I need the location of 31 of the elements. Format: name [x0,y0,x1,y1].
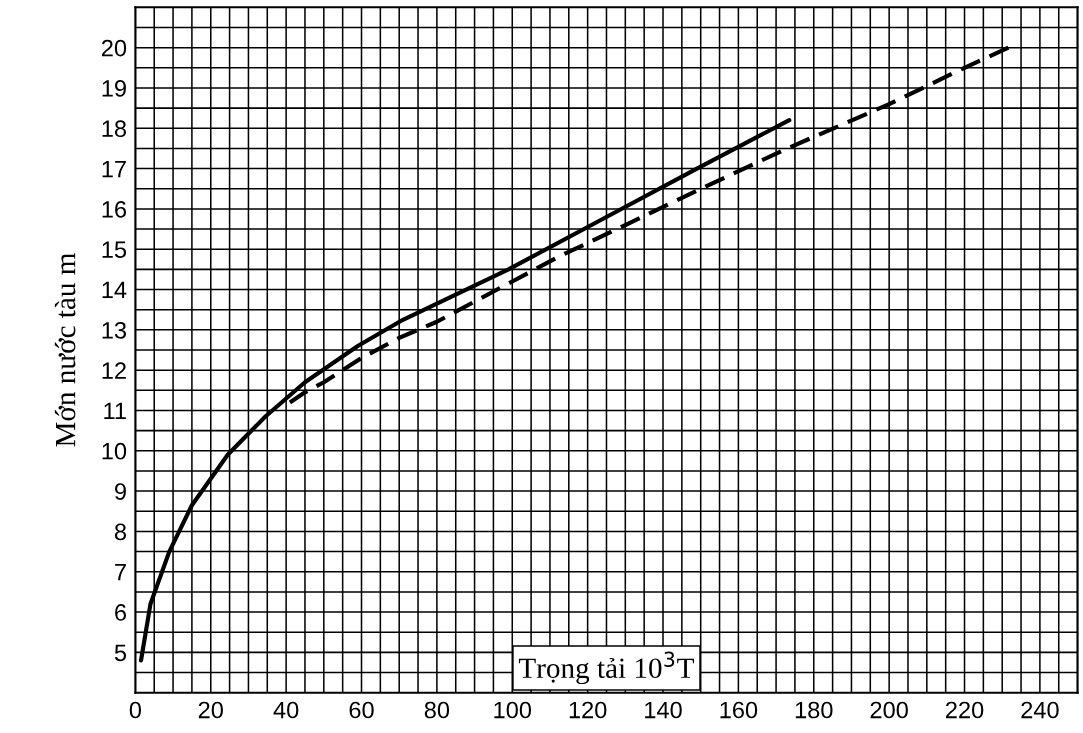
y-tick-label: 17 [102,160,126,178]
y-axis-title: Mớn nước tàu m [54,253,76,447]
x-tick-label: 240 [1021,701,1059,719]
y-tick-label: 7 [115,564,126,581]
y-tick-label: 8 [114,523,127,541]
x-tick-label: 200 [870,701,908,719]
y-tick-label: 5 [114,644,127,662]
x-tick-label: 100 [494,701,532,719]
y-tick-label: 11 [104,402,126,420]
y-tick-label: 13 [102,321,127,339]
y-tick-label: 20 [101,39,127,57]
x-tick-label: 140 [645,701,682,719]
y-tick-label: 10 [102,442,127,460]
x-tick-label: 160 [720,701,758,719]
y-tick-label: 15 [102,241,127,259]
x-tick-label: 20 [198,701,223,719]
y-tick-label: 6 [115,604,126,621]
x-tick-label: 40 [273,701,299,719]
y-tick-label: 9 [115,483,126,500]
y-tick-label: 18 [102,120,127,138]
y-tick-label: 12 [102,362,126,379]
x-tick-label: 180 [795,701,833,719]
y-tick-label: 14 [102,281,127,299]
x-tick-label: 0 [129,701,142,719]
x-axis-title: Trọng tải 10$^{3}$T [518,651,694,685]
y-tick-label: 19 [102,80,126,97]
y-tick-label: 16 [102,200,127,218]
x-tick-label: 120 [569,701,607,719]
x-tick-label: 80 [424,701,450,719]
x-tick-label: 60 [349,701,374,719]
x-tick-label: 220 [946,701,984,719]
